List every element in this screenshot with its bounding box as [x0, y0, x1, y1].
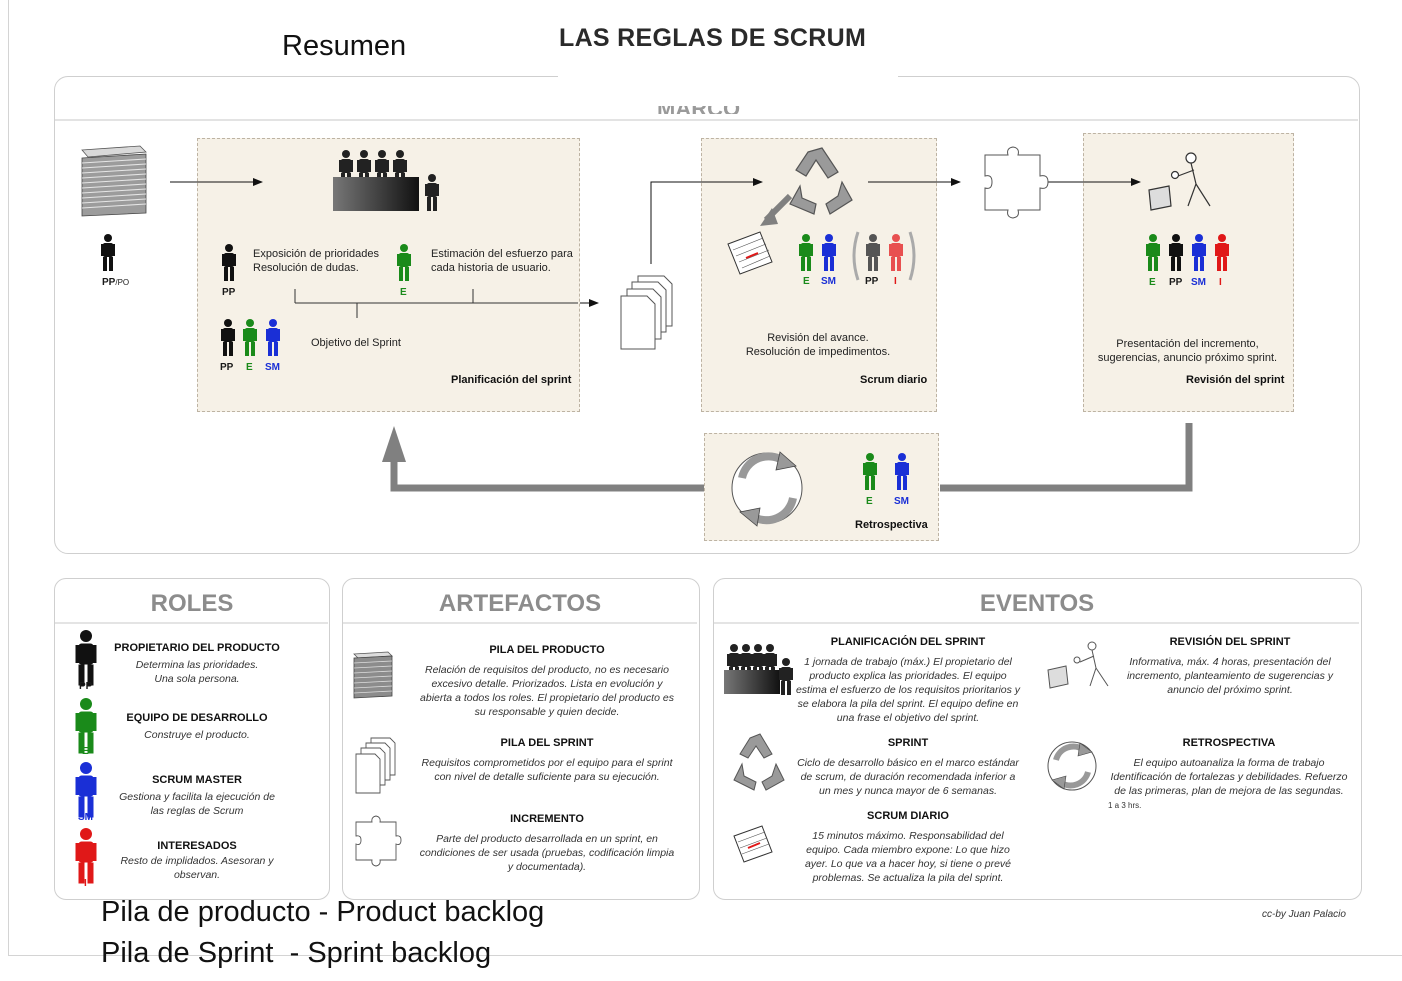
retrospective-cycle-icon [731, 451, 803, 527]
review-pp-figure [1169, 234, 1183, 271]
daily-role-i: I [894, 276, 897, 287]
roles-divider [55, 622, 328, 624]
role-item-i: INTERESADOS Resto de implidados. Asesora… [120, 840, 274, 881]
artifact-product-backlog-icon [353, 651, 393, 699]
retro-role-e: E [866, 496, 873, 507]
sprint-backlog-docs-icon [620, 275, 673, 350]
footer-line-sprint-backlog: Pila de Sprint - Sprint backlog [101, 937, 492, 969]
role-i-figure [75, 828, 97, 884]
events-title: EVENTOS [979, 590, 1095, 617]
review-role-i: I [1219, 277, 1222, 288]
product-backlog-stack-icon [81, 145, 147, 217]
artifact-item-product-backlog: PILA DEL PRODUCTO Relación de requisitos… [420, 644, 674, 718]
review-role-sm: SM [1191, 277, 1206, 288]
daily-scrum-box [701, 138, 937, 412]
retro-e-figure [863, 453, 877, 490]
role-item-pp: PROPIETARIO DEL PRODUCTO Determina las p… [114, 642, 280, 685]
event-item-planning: PLANIFICACIÓN DEL SPRINT 1 jornada de tr… [795, 636, 1021, 724]
review-i-figure [1215, 234, 1229, 271]
artifacts-title: ARTEFACTOS [438, 590, 602, 617]
footer-line-product-backlog: Pila de producto - Product backlog [101, 896, 545, 928]
event-icons [724, 644, 793, 863]
frame-border-bottom [8, 955, 1402, 956]
roles-title: ROLES [150, 590, 234, 617]
planning-meeting-icon [333, 150, 439, 211]
review-text: Presentación del incremento, sugerencias… [1097, 338, 1278, 364]
daily-i-figure [889, 234, 903, 271]
marco-header-divider [55, 119, 1358, 121]
planning-role-e: E [246, 362, 253, 373]
artifact-increment-icon [355, 815, 402, 867]
planning-e-tag: E [400, 287, 407, 298]
daily-e-figure [799, 234, 813, 271]
role-item-sm: SCRUM MASTER Gestiona y facilita la ejec… [119, 774, 275, 817]
artifact-icons [353, 651, 402, 867]
role-sm-figure [75, 762, 97, 818]
resumen-label: Resumen [282, 30, 407, 62]
frame-border-left [8, 0, 9, 955]
sprint-review-box [1083, 133, 1294, 412]
role-pp-figure [75, 630, 97, 686]
planning-text-left: Exposición de prioridades Resolución de … [253, 248, 379, 274]
review-role-pp: PP [1169, 277, 1183, 288]
page-title: LAS REGLAS DE SCRUM [559, 24, 867, 52]
calendar-icon [727, 231, 773, 275]
retro-sm-figure [895, 453, 909, 490]
event-item-daily: SCRUM DIARIO 15 minutos máximo. Responsa… [804, 810, 1012, 884]
backlog-role-label: PP/PO [102, 277, 130, 288]
role-e-tag: E [82, 746, 89, 757]
planning-box-label: Planificación del sprint [451, 374, 572, 386]
event-daily-calendar-icon [733, 825, 773, 863]
planning-text-right: Estimación del esfuerzo para cada histor… [431, 248, 573, 274]
daily-role-pp: PP [865, 276, 879, 287]
daily-text: Revisión del avance. Resolución de imped… [745, 332, 891, 358]
artifact-sprint-backlog-icon [355, 737, 396, 794]
event-item-review: REVISIÓN DEL SPRINT Informativa, máx. 4 … [1126, 636, 1334, 696]
daily-role-e: E [803, 276, 810, 287]
planning-role-sm: SM [265, 362, 280, 373]
event-retro-icon [1047, 741, 1097, 791]
event-sprint-recycle-icon [733, 733, 785, 791]
daily-box-label: Scrum diario [860, 374, 928, 386]
roles-panel [54, 578, 330, 900]
daily-sm-figure [822, 234, 836, 271]
review-e-figure [1146, 234, 1160, 271]
events-divider [714, 622, 1359, 624]
review-sm-figure [1192, 234, 1206, 271]
event-item-retro: RETROSPECTIVA El equipo autoanaliza la f… [1110, 737, 1348, 797]
credit-label: cc-by Juan Palacio [1262, 909, 1346, 920]
retro-box-label: Retrospectiva [855, 519, 928, 531]
event-planning-icon [724, 644, 793, 695]
artifact-item-increment: INCREMENTO Parte del producto desarrolla… [419, 813, 675, 873]
event-item-sprint: SPRINT Ciclo de desarrollo básico en el … [797, 737, 1019, 797]
artifact-item-sprint-backlog: PILA DEL SPRINT Requisitos comprometidos… [421, 737, 673, 783]
review-role-e: E [1149, 277, 1156, 288]
title-mask [558, 62, 898, 106]
artifacts-panel [342, 578, 700, 900]
planning-role-pp: PP [220, 362, 234, 373]
role-sm-tag: SM [78, 812, 93, 823]
role-i-tag: I [84, 878, 87, 889]
sprint-cycle-recycle-icon [789, 147, 853, 215]
sprint-review-icon [1148, 152, 1211, 211]
artifacts-divider [343, 622, 697, 624]
events-panel [713, 578, 1362, 900]
daily-role-sm: SM [821, 276, 836, 287]
role-pp-tag: PP [79, 681, 93, 692]
event-icons-right [1047, 641, 1109, 791]
sprint-objective-label: Objetivo del Sprint [311, 337, 401, 349]
role-item-e: EQUIPO DE DESARROLLO Construye el produc… [126, 712, 268, 741]
retrospective-loop-arrow [390, 423, 1193, 492]
planning-pp-tag: PP [222, 287, 236, 298]
event-review-icon [1047, 641, 1109, 689]
increment-puzzle-icon [984, 146, 1049, 219]
retro-role-sm: SM [894, 496, 909, 507]
review-box-label: Revisión del sprint [1186, 374, 1285, 386]
daily-pp-figure [866, 234, 880, 271]
retro-duration-note: 1 a 3 hrs. [1108, 801, 1142, 810]
